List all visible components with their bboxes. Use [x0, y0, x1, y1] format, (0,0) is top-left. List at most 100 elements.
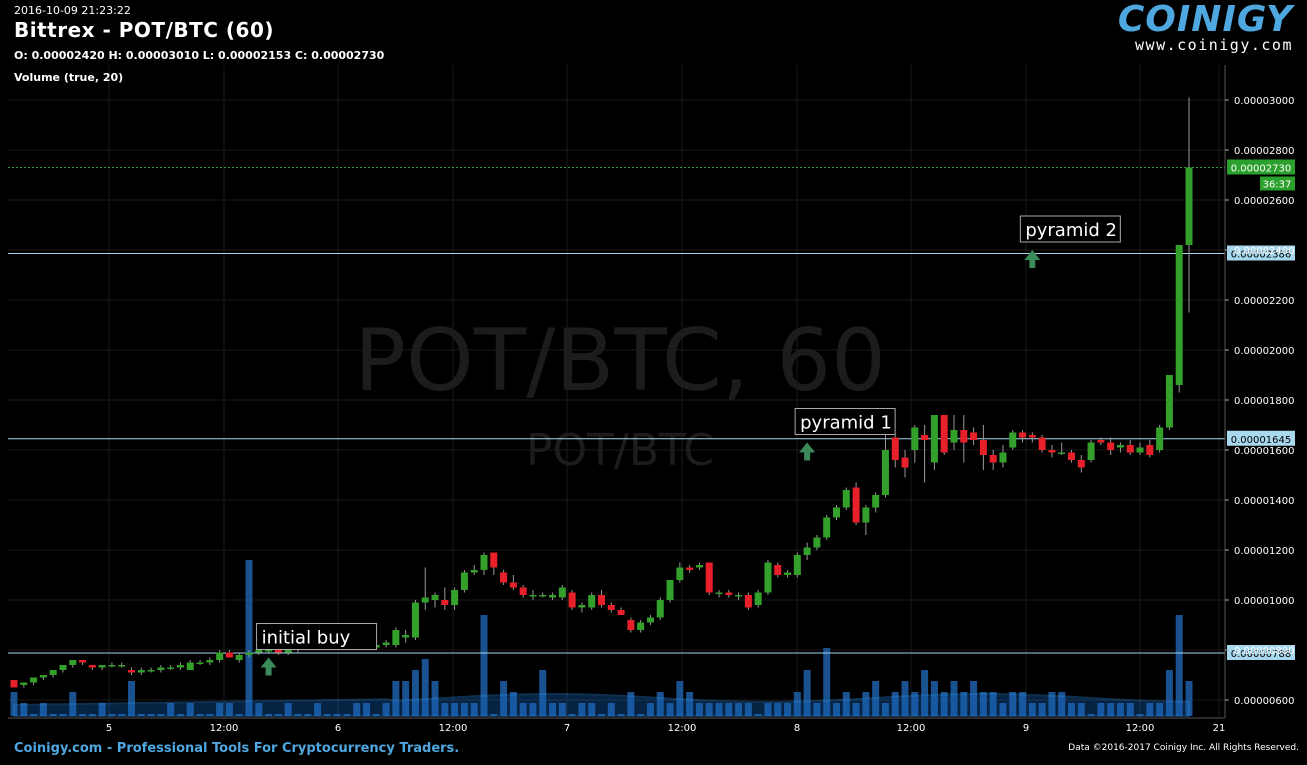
level-price-label-bg — [1227, 645, 1295, 660]
candle-up — [176, 665, 184, 668]
candle-up — [656, 600, 664, 618]
volume-bar — [98, 703, 106, 716]
annotation-box — [256, 623, 378, 650]
candle-down — [725, 592, 733, 595]
candle-down — [441, 600, 449, 605]
candle-up — [402, 635, 410, 638]
annotation-box — [1019, 215, 1121, 243]
candle-up — [539, 595, 547, 597]
volume-bar — [1116, 703, 1124, 716]
y-tick-label: 0.00001600 — [1234, 446, 1294, 457]
volume-bar — [39, 703, 47, 716]
candle-up — [842, 490, 850, 508]
volume-bar — [274, 714, 282, 716]
candle-up — [265, 650, 273, 652]
volume-bar — [372, 714, 380, 716]
candle-up — [1009, 432, 1017, 448]
candle-up — [196, 662, 204, 664]
volume-bar — [627, 692, 635, 716]
candle-up — [999, 452, 1007, 463]
candle-up — [20, 682, 28, 685]
candle-down — [744, 595, 752, 608]
buy-arrow-icon — [260, 657, 277, 676]
x-tick-label: 12:00 — [1126, 723, 1155, 734]
candle-up — [245, 652, 253, 655]
volume-bar — [1126, 703, 1134, 716]
volume-bar — [30, 714, 38, 716]
candle-timer: 36:37 — [1263, 180, 1292, 191]
volume-bar — [744, 703, 752, 716]
volume-bar — [842, 692, 850, 716]
footer-tagline[interactable]: Coinigy.com - Professional Tools For Cry… — [14, 741, 460, 756]
watermark-main: POT/BTC, 60 — [354, 311, 886, 411]
level-price-label-bg — [1227, 430, 1295, 446]
candle-up — [216, 652, 224, 660]
volume-bar — [588, 703, 596, 716]
candle-down — [1038, 437, 1046, 450]
candle-up — [137, 670, 145, 673]
candle-up — [186, 662, 194, 670]
candle-up — [255, 650, 263, 653]
candle-down — [852, 487, 860, 523]
volume-bar — [1058, 692, 1066, 716]
volume-bar — [402, 681, 410, 716]
candle-down — [598, 595, 605, 605]
candle-up — [39, 675, 47, 678]
volume-bar — [421, 659, 429, 716]
candle-down — [979, 440, 987, 455]
candle-up — [431, 595, 439, 600]
volume-bar — [363, 703, 370, 716]
volume-bar — [216, 703, 224, 716]
volume-bar — [294, 714, 302, 716]
volume-bar — [656, 692, 664, 716]
volume-bar — [1048, 692, 1056, 716]
level-price-label: 0.00001645 — [1231, 435, 1291, 446]
y-tick-label: 0.00003000 — [1234, 96, 1294, 107]
volume-bar — [979, 692, 987, 716]
volume-bar — [1077, 703, 1085, 716]
candle-down — [490, 552, 498, 568]
level-price-label: 0.00002386 — [1231, 250, 1291, 261]
y-tick-label: 0.00002200 — [1234, 296, 1294, 307]
candle-down — [1068, 452, 1075, 460]
y-tick-label: 0.00002000 — [1234, 346, 1294, 357]
candle-down — [1048, 450, 1056, 453]
ohlc-readout: O: 0.00002420 H: 0.00003010 L: 0.0000215… — [14, 49, 385, 62]
candle-up — [157, 667, 165, 670]
y-tick-label: 0.00002600 — [1234, 196, 1294, 207]
volume-bar — [970, 681, 978, 716]
volume-bar — [666, 703, 674, 716]
volume-bar — [568, 714, 576, 716]
y-tick-label: 0.00002400 — [1234, 246, 1294, 257]
candle-up — [872, 495, 880, 508]
x-tick-label: 5 — [106, 723, 112, 734]
candle-up — [59, 665, 67, 670]
candle-down — [274, 650, 282, 653]
buy-arrow-icon — [1024, 250, 1041, 268]
candle-up — [49, 670, 57, 675]
candle-down — [891, 437, 899, 460]
x-tick-label: 12:00 — [210, 723, 239, 734]
timestamp: 2016-10-09 21:23:22 — [14, 4, 131, 17]
candle-up — [69, 660, 77, 665]
candle-up — [1175, 245, 1183, 385]
volume-bar — [930, 681, 938, 716]
candle-up — [30, 677, 38, 683]
candle-up — [1116, 445, 1124, 448]
candle-down — [989, 455, 997, 463]
x-tick-label: 12:00 — [897, 723, 926, 734]
volume-bar — [705, 703, 713, 716]
volume-bar — [1156, 703, 1164, 716]
volume-bar — [1087, 714, 1095, 716]
volume-bar — [862, 692, 870, 716]
volume-bar — [803, 670, 811, 716]
candle-up — [1087, 442, 1095, 460]
candle-up — [147, 670, 155, 672]
volume-bar — [480, 615, 488, 716]
candle-up — [558, 587, 566, 598]
volume-bar — [333, 714, 341, 716]
y-tick-label: 0.00001200 — [1234, 546, 1294, 557]
volume-bar — [235, 714, 243, 716]
candle-down — [519, 587, 527, 595]
